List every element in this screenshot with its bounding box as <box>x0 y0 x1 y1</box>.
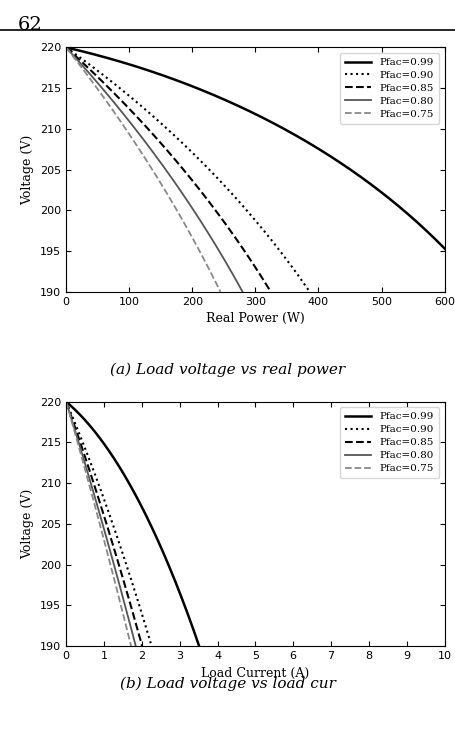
Pfac=0.85 <box>122 583 128 591</box>
X-axis label: Real Power (W): Real Power (W) <box>206 312 304 325</box>
Pfac=0.85 <box>211 204 217 213</box>
Line: Pfac=0.75: Pfac=0.75 <box>66 402 131 646</box>
Line: Pfac=0.75: Pfac=0.75 <box>66 47 220 292</box>
Pfac=0.90 <box>306 288 312 296</box>
Pfac=0.99 <box>445 248 450 257</box>
Pfac=0.80 <box>216 247 221 255</box>
Pfac=0.80 <box>118 585 123 594</box>
Pfac=0.85 <box>154 134 159 143</box>
Pfac=0.85 <box>63 397 69 406</box>
Pfac=0.99 <box>102 53 108 62</box>
Pfac=0.80 <box>215 245 220 253</box>
Pfac=0.90 <box>101 494 106 503</box>
Pfac=0.90 <box>131 585 137 593</box>
Pfac=0.85 <box>87 65 92 74</box>
Pfac=0.80 <box>239 287 245 296</box>
Text: (a) Load voltage vs real power: (a) Load voltage vs real power <box>110 363 345 377</box>
Pfac=0.75 <box>121 615 127 623</box>
Pfac=0.80 <box>207 231 212 239</box>
Pfac=0.75 <box>108 564 114 573</box>
Pfac=0.85 <box>124 587 129 596</box>
Pfac=0.85 <box>96 497 102 506</box>
Pfac=0.99 <box>63 43 69 52</box>
Line: Pfac=0.99: Pfac=0.99 <box>66 47 455 291</box>
Pfac=0.85 <box>268 288 273 296</box>
Pfac=0.75 <box>203 261 209 269</box>
Pfac=0.85 <box>162 143 167 152</box>
Pfac=0.99 <box>196 642 202 650</box>
Pfac=0.99 <box>373 184 378 193</box>
Pfac=0.80 <box>63 397 69 406</box>
Pfac=0.75 <box>207 266 212 275</box>
Pfac=0.90 <box>63 43 69 52</box>
Pfac=0.85 <box>232 233 237 242</box>
Pfac=0.90 <box>148 642 154 650</box>
Pfac=0.80 <box>121 599 127 607</box>
Legend: Pfac=0.99, Pfac=0.90, Pfac=0.85, Pfac=0.80, Pfac=0.75: Pfac=0.99, Pfac=0.90, Pfac=0.85, Pfac=0.… <box>339 407 439 478</box>
Line: Pfac=0.80: Pfac=0.80 <box>66 402 136 646</box>
Pfac=0.75 <box>78 62 83 71</box>
Y-axis label: Voltage (V): Voltage (V) <box>21 489 35 559</box>
Pfac=0.99 <box>170 571 175 580</box>
Pfac=0.80 <box>121 111 127 120</box>
Pfac=0.99 <box>453 257 455 266</box>
Pfac=0.85 <box>94 488 99 497</box>
Line: Pfac=0.90: Pfac=0.90 <box>66 402 151 646</box>
Line: Pfac=0.80: Pfac=0.80 <box>66 47 242 291</box>
Pfac=0.75 <box>115 591 121 599</box>
Pfac=0.99 <box>156 538 161 547</box>
Pfac=0.75 <box>191 237 197 245</box>
Pfac=0.99 <box>141 506 146 515</box>
Pfac=0.80 <box>122 601 127 610</box>
Pfac=0.99 <box>412 217 418 226</box>
Line: Pfac=0.99: Pfac=0.99 <box>66 402 199 646</box>
Pfac=0.90 <box>98 485 103 494</box>
Pfac=0.99 <box>185 612 191 620</box>
Pfac=0.75 <box>123 620 128 629</box>
Pfac=0.75 <box>63 43 69 52</box>
Line: Pfac=0.90: Pfac=0.90 <box>66 47 309 292</box>
Pfac=0.80 <box>63 43 69 52</box>
Pfac=0.90 <box>172 131 177 140</box>
Pfac=0.90 <box>239 201 245 210</box>
Pfac=0.90 <box>91 64 97 73</box>
Pfac=0.99 <box>182 603 187 612</box>
Pfac=0.80 <box>101 85 106 94</box>
Pfac=0.85 <box>139 642 145 650</box>
Pfac=0.90 <box>264 231 270 239</box>
Y-axis label: Voltage (V): Voltage (V) <box>21 134 35 204</box>
Pfac=0.80 <box>133 642 138 650</box>
Pfac=0.90 <box>260 226 266 235</box>
Pfac=0.75 <box>69 416 74 425</box>
Pfac=0.75 <box>128 642 133 650</box>
Pfac=0.75 <box>63 397 69 406</box>
Pfac=0.80 <box>84 465 89 474</box>
Pfac=0.80 <box>191 207 197 216</box>
Line: Pfac=0.85: Pfac=0.85 <box>66 47 270 292</box>
Text: 62: 62 <box>18 16 43 34</box>
Pfac=0.80 <box>111 561 116 570</box>
Pfac=0.90 <box>181 140 186 149</box>
Legend: Pfac=0.99, Pfac=0.90, Pfac=0.85, Pfac=0.80, Pfac=0.75: Pfac=0.99, Pfac=0.90, Pfac=0.85, Pfac=0.… <box>339 53 439 124</box>
Pfac=0.75 <box>217 288 222 296</box>
Pfac=0.85 <box>115 558 121 567</box>
Pfac=0.85 <box>71 420 76 429</box>
Pfac=0.85 <box>228 228 234 237</box>
Line: Pfac=0.85: Pfac=0.85 <box>66 402 142 646</box>
Pfac=0.75 <box>159 181 165 190</box>
Pfac=0.80 <box>76 440 82 449</box>
Pfac=0.99 <box>74 407 80 416</box>
Text: (b) Load voltage vs load cur: (b) Load voltage vs load cur <box>120 676 335 691</box>
Pfac=0.85 <box>63 43 69 52</box>
X-axis label: Load Current (A): Load Current (A) <box>201 666 309 680</box>
Pfac=0.99 <box>63 397 69 406</box>
Pfac=0.90 <box>72 418 77 427</box>
Pfac=0.75 <box>176 210 182 218</box>
Pfac=0.75 <box>101 536 106 545</box>
Pfac=0.90 <box>130 580 135 589</box>
Pfac=0.90 <box>63 397 69 406</box>
Pfac=0.99 <box>327 152 333 161</box>
Pfac=0.90 <box>122 556 127 564</box>
